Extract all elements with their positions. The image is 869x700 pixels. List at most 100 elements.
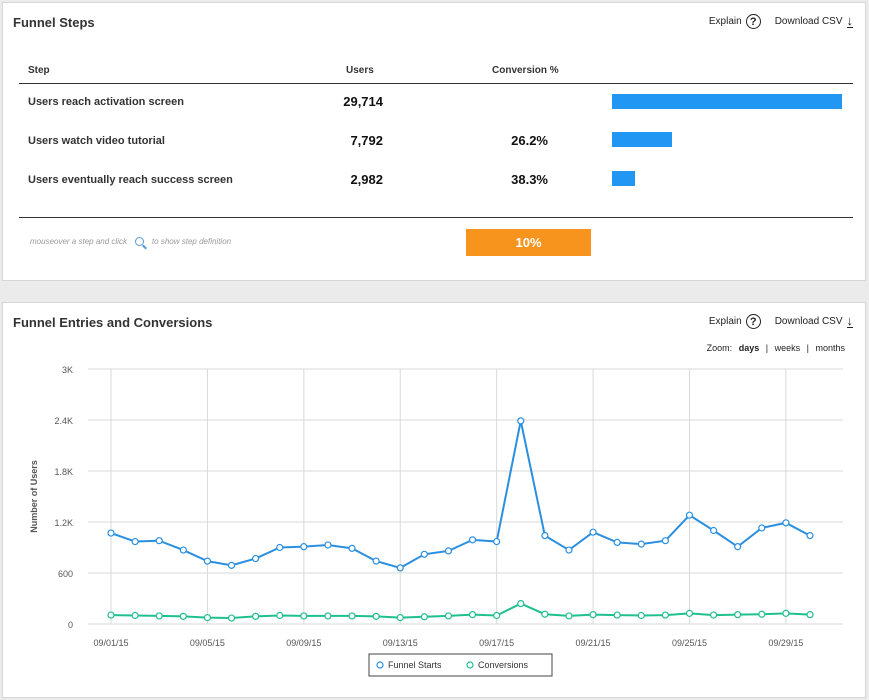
data-point xyxy=(252,554,260,563)
data-point xyxy=(420,613,428,621)
x-tick-label: 09/17/15 xyxy=(479,638,514,648)
download-arrow-icon[interactable]: ↓ xyxy=(846,313,853,328)
hint-after: to show step definition xyxy=(151,237,232,246)
chart-legend: Funnel Starts Conversions xyxy=(368,653,553,677)
data-point xyxy=(493,537,501,546)
y-tick-label: 0 xyxy=(68,620,73,630)
zoom-weeks[interactable]: weeks xyxy=(774,343,801,353)
data-point xyxy=(131,611,139,620)
download-arrow-icon[interactable]: ↓ xyxy=(846,13,853,28)
data-point xyxy=(372,557,380,565)
data-point xyxy=(589,611,597,619)
data-point xyxy=(420,550,428,558)
entries-title: Funnel Entries and Conversions xyxy=(13,315,213,330)
data-point xyxy=(758,610,766,618)
data-point xyxy=(782,609,790,617)
entries-chart: 0 600 1.2K 1.8K 2.4K 3K 09/01/15 09/05/15 09/09/… xyxy=(29,365,843,677)
legend-box xyxy=(368,653,553,677)
data-point xyxy=(107,611,115,619)
x-tick-label: 09/21/15 xyxy=(576,638,611,648)
download-csv-link[interactable]: Download CSV xyxy=(774,16,843,27)
y-tick-label: 1.2K xyxy=(54,518,73,528)
step-bar xyxy=(612,171,635,186)
zoom-separator: | xyxy=(806,343,809,353)
data-point xyxy=(782,519,790,527)
data-point xyxy=(758,524,766,532)
explain-link[interactable]: Explain xyxy=(708,316,742,327)
data-point xyxy=(661,537,669,545)
legend-marker xyxy=(376,661,384,669)
step-label[interactable]: Users reach activation screen xyxy=(28,96,184,108)
step-bar xyxy=(612,132,672,147)
help-icon[interactable]: ? xyxy=(745,314,761,329)
funnel-steps-tools: Explain ? Download CSV ↓ xyxy=(709,14,853,29)
x-tick-label: 09/05/15 xyxy=(190,638,225,648)
explain-link[interactable]: Explain xyxy=(708,16,742,27)
data-point xyxy=(300,543,308,551)
funnel-entries-panel: Funnel Entries and Conversions Explain ?… xyxy=(2,302,866,698)
zoom-months[interactable]: months xyxy=(815,343,845,353)
data-point xyxy=(324,541,332,549)
data-point xyxy=(203,614,212,622)
data-point xyxy=(348,544,356,552)
col-header-conversion: Conversion % xyxy=(492,65,559,76)
data-point xyxy=(637,540,645,548)
data-point xyxy=(613,538,621,546)
series-line xyxy=(110,602,811,620)
data-point xyxy=(589,528,597,536)
step-users: 2,982 xyxy=(350,172,383,187)
y-tick-label: 600 xyxy=(58,569,73,579)
y-tick-label: 1.8K xyxy=(54,467,73,477)
data-point xyxy=(276,611,284,620)
zoom-control: Zoom: days | weeks | months xyxy=(707,343,845,353)
header-divider xyxy=(19,83,853,84)
data-point xyxy=(734,611,742,619)
data-point xyxy=(348,612,356,620)
data-point xyxy=(709,526,718,535)
step-label[interactable]: Users watch video tutorial xyxy=(28,135,165,147)
data-point xyxy=(468,536,477,544)
data-point xyxy=(709,611,718,619)
data-point xyxy=(300,612,308,620)
data-point xyxy=(806,611,814,619)
x-tick-label: 09/01/15 xyxy=(93,638,128,648)
step-label[interactable]: Users eventually reach success screen xyxy=(28,174,233,186)
data-point xyxy=(493,611,501,620)
data-point xyxy=(396,564,404,572)
data-point xyxy=(565,546,573,554)
help-icon[interactable]: ? xyxy=(745,14,761,29)
step-users: 29,714 xyxy=(343,94,383,109)
data-point xyxy=(227,614,236,622)
zoom-label: Zoom: xyxy=(706,343,733,353)
data-point xyxy=(396,614,404,622)
data-point xyxy=(541,610,549,618)
data-point xyxy=(565,612,573,620)
y-axis-label: Number of Users xyxy=(29,460,39,533)
data-point xyxy=(517,600,525,608)
data-point xyxy=(637,611,645,620)
data-point xyxy=(179,546,187,554)
hint-before: mouseover a step and click xyxy=(30,237,127,246)
data-point xyxy=(203,557,212,565)
step-conversion: 26.2% xyxy=(511,133,548,148)
data-point xyxy=(179,612,187,620)
data-point xyxy=(276,543,284,552)
funnel-steps-panel: Funnel Steps Explain ? Download CSV ↓ St… xyxy=(2,2,866,281)
data-point xyxy=(155,612,163,620)
col-header-users: Users xyxy=(346,65,374,76)
col-header-step: Step xyxy=(28,65,50,76)
series-line xyxy=(110,420,811,569)
data-point xyxy=(444,547,453,555)
x-tick-label: 09/13/15 xyxy=(383,638,418,648)
data-point xyxy=(541,532,549,540)
entries-tools: Explain ? Download CSV ↓ xyxy=(709,314,853,329)
data-point xyxy=(324,612,332,620)
data-point xyxy=(734,543,742,551)
overall-conversion-badge: 10% xyxy=(466,229,591,256)
magnifier-icon xyxy=(134,237,144,246)
zoom-days[interactable]: days xyxy=(738,343,760,353)
data-point xyxy=(468,611,477,619)
download-csv-link[interactable]: Download CSV xyxy=(774,316,843,327)
data-point xyxy=(444,612,453,620)
legend-marker xyxy=(466,661,474,669)
